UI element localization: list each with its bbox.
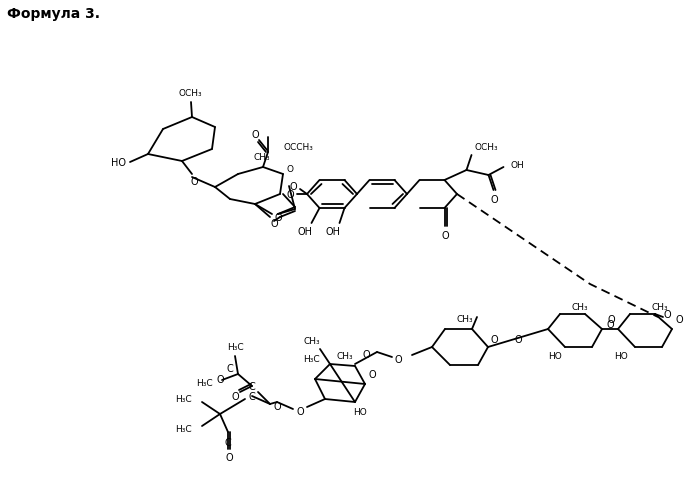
Text: O: O (362, 349, 370, 359)
Text: O: O (216, 374, 224, 384)
Text: O: O (490, 334, 498, 344)
Text: CH₃: CH₃ (303, 337, 320, 346)
Text: C: C (224, 437, 231, 447)
Text: CH₃: CH₃ (254, 152, 271, 161)
Text: OH: OH (510, 161, 524, 170)
Text: H₃C: H₃C (175, 394, 192, 404)
Text: O: O (225, 452, 233, 462)
Text: H₃C: H₃C (196, 378, 213, 388)
Text: OCCH₃: OCCH₃ (283, 143, 313, 152)
Text: OH: OH (325, 227, 340, 237)
Text: O: O (231, 391, 239, 401)
Text: O: O (514, 334, 522, 344)
Text: C: C (249, 391, 255, 401)
Text: O: O (606, 319, 614, 329)
Text: H₃C: H₃C (303, 355, 320, 364)
Text: O: O (442, 230, 449, 241)
Text: O: O (286, 190, 294, 199)
Text: H₃C: H₃C (175, 424, 192, 434)
Text: OH: OH (297, 227, 312, 237)
Text: OCH₃: OCH₃ (475, 143, 498, 152)
Text: O: O (368, 369, 375, 379)
Text: O: O (286, 165, 293, 174)
Text: O: O (296, 406, 304, 416)
Text: CH₃: CH₃ (456, 315, 473, 324)
Text: O: O (271, 219, 278, 228)
Text: CH₃: CH₃ (651, 302, 668, 311)
Text: HO: HO (110, 158, 126, 167)
Text: C: C (226, 363, 233, 373)
Text: CH₃: CH₃ (572, 302, 589, 311)
Text: HO: HO (614, 352, 628, 361)
Text: Формула 3.: Формула 3. (7, 7, 100, 21)
Text: C: C (249, 381, 255, 391)
Text: O: O (289, 182, 297, 192)
Text: O: O (663, 309, 670, 319)
Text: HO: HO (353, 408, 367, 417)
Text: O: O (676, 314, 684, 324)
Text: H₃C: H₃C (226, 343, 243, 352)
Text: O: O (273, 401, 281, 411)
Text: O: O (274, 212, 282, 223)
Text: CH₃: CH₃ (337, 352, 353, 361)
Text: HO: HO (548, 352, 562, 361)
Text: O: O (491, 195, 498, 205)
Text: O: O (190, 177, 198, 187)
Text: O: O (251, 130, 259, 140)
Text: O: O (607, 314, 614, 324)
Text: O: O (394, 354, 402, 364)
Text: OCH₃: OCH₃ (178, 90, 202, 98)
